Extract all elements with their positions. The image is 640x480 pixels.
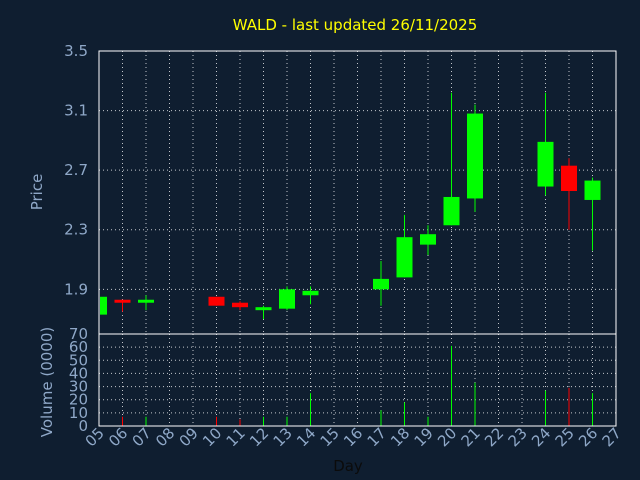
price-grid	[99, 51, 616, 334]
price-y-ticks: 1.9 2.3 2.7 3.1 3.5	[64, 42, 88, 298]
x-tick-label: 06	[105, 424, 131, 450]
x-tick-label: 17	[364, 424, 390, 450]
price-tick-label: 1.9	[64, 280, 88, 298]
volume-tick-label: 20	[69, 391, 88, 409]
candle-body-24	[537, 141, 554, 187]
x-tick-label: 10	[199, 424, 225, 450]
x-tick-label: 15	[317, 424, 343, 450]
x-tick-label: 19	[411, 424, 437, 450]
candle-body-19	[420, 234, 436, 245]
candle-body-14	[302, 290, 319, 296]
price-tick-label: 3.5	[64, 42, 88, 60]
x-tick-labels: 0506070809101112131415161718192021222324…	[82, 424, 625, 450]
x-tick-label: 14	[293, 424, 319, 450]
x-tick-label: 12	[246, 424, 272, 450]
candle-body-18	[396, 237, 413, 278]
volume-axis-label: Volume (0000)	[38, 327, 56, 437]
volume-tick-label: 30	[69, 378, 88, 396]
x-tick-label: 11	[223, 424, 249, 450]
x-tick-label: 20	[434, 424, 460, 450]
x-tick-label: 13	[270, 424, 296, 450]
volume-tick-label: 60	[69, 338, 88, 356]
x-tick-label: 09	[176, 424, 202, 450]
x-tick-label: 22	[481, 424, 507, 450]
x-tick-label: 08	[152, 424, 178, 450]
candle-body-11	[232, 302, 248, 308]
candle-body-25	[561, 165, 577, 192]
candle-body-13	[279, 289, 295, 309]
x-tick-label: 25	[552, 424, 578, 450]
candle-body-07	[138, 299, 154, 303]
x-tick-label: 27	[599, 424, 625, 450]
volume-grid	[99, 334, 616, 426]
candle-body-12	[255, 307, 272, 311]
x-tick-label: 26	[575, 424, 601, 450]
x-tick-label: 21	[458, 424, 484, 450]
volume-tick-label: 50	[69, 351, 88, 369]
candle-body-20	[443, 196, 460, 226]
candle-body-06	[114, 299, 131, 303]
volume-tick-label: 70	[69, 325, 88, 343]
candle-body-05	[100, 296, 107, 315]
x-tick-label: 16	[340, 424, 366, 450]
x-tick-label: 18	[387, 424, 413, 450]
price-candles	[98, 92, 601, 320]
price-axis-label: Price	[28, 174, 46, 211]
x-axis-label: Day	[333, 457, 363, 475]
volume-tick-label: 40	[69, 364, 88, 382]
price-tick-label: 2.7	[64, 161, 88, 179]
candle-body-17	[373, 278, 389, 290]
volume-tick-label: 10	[69, 404, 88, 422]
x-tick-label: 23	[505, 424, 531, 450]
x-tick-label: 07	[129, 424, 155, 450]
x-tick-label: 24	[528, 424, 554, 450]
volume-plot-frame	[98, 333, 617, 427]
volume-bars	[98, 345, 593, 426]
price-tick-label: 2.3	[64, 221, 88, 239]
volume-tick-label: 0	[78, 417, 88, 435]
candle-body-26	[584, 180, 601, 200]
chart-title: WALD - last updated 26/11/2025	[233, 16, 478, 34]
price-tick-label: 3.1	[64, 102, 88, 120]
candle-body-10	[208, 296, 225, 306]
candle-body-21	[467, 113, 483, 199]
